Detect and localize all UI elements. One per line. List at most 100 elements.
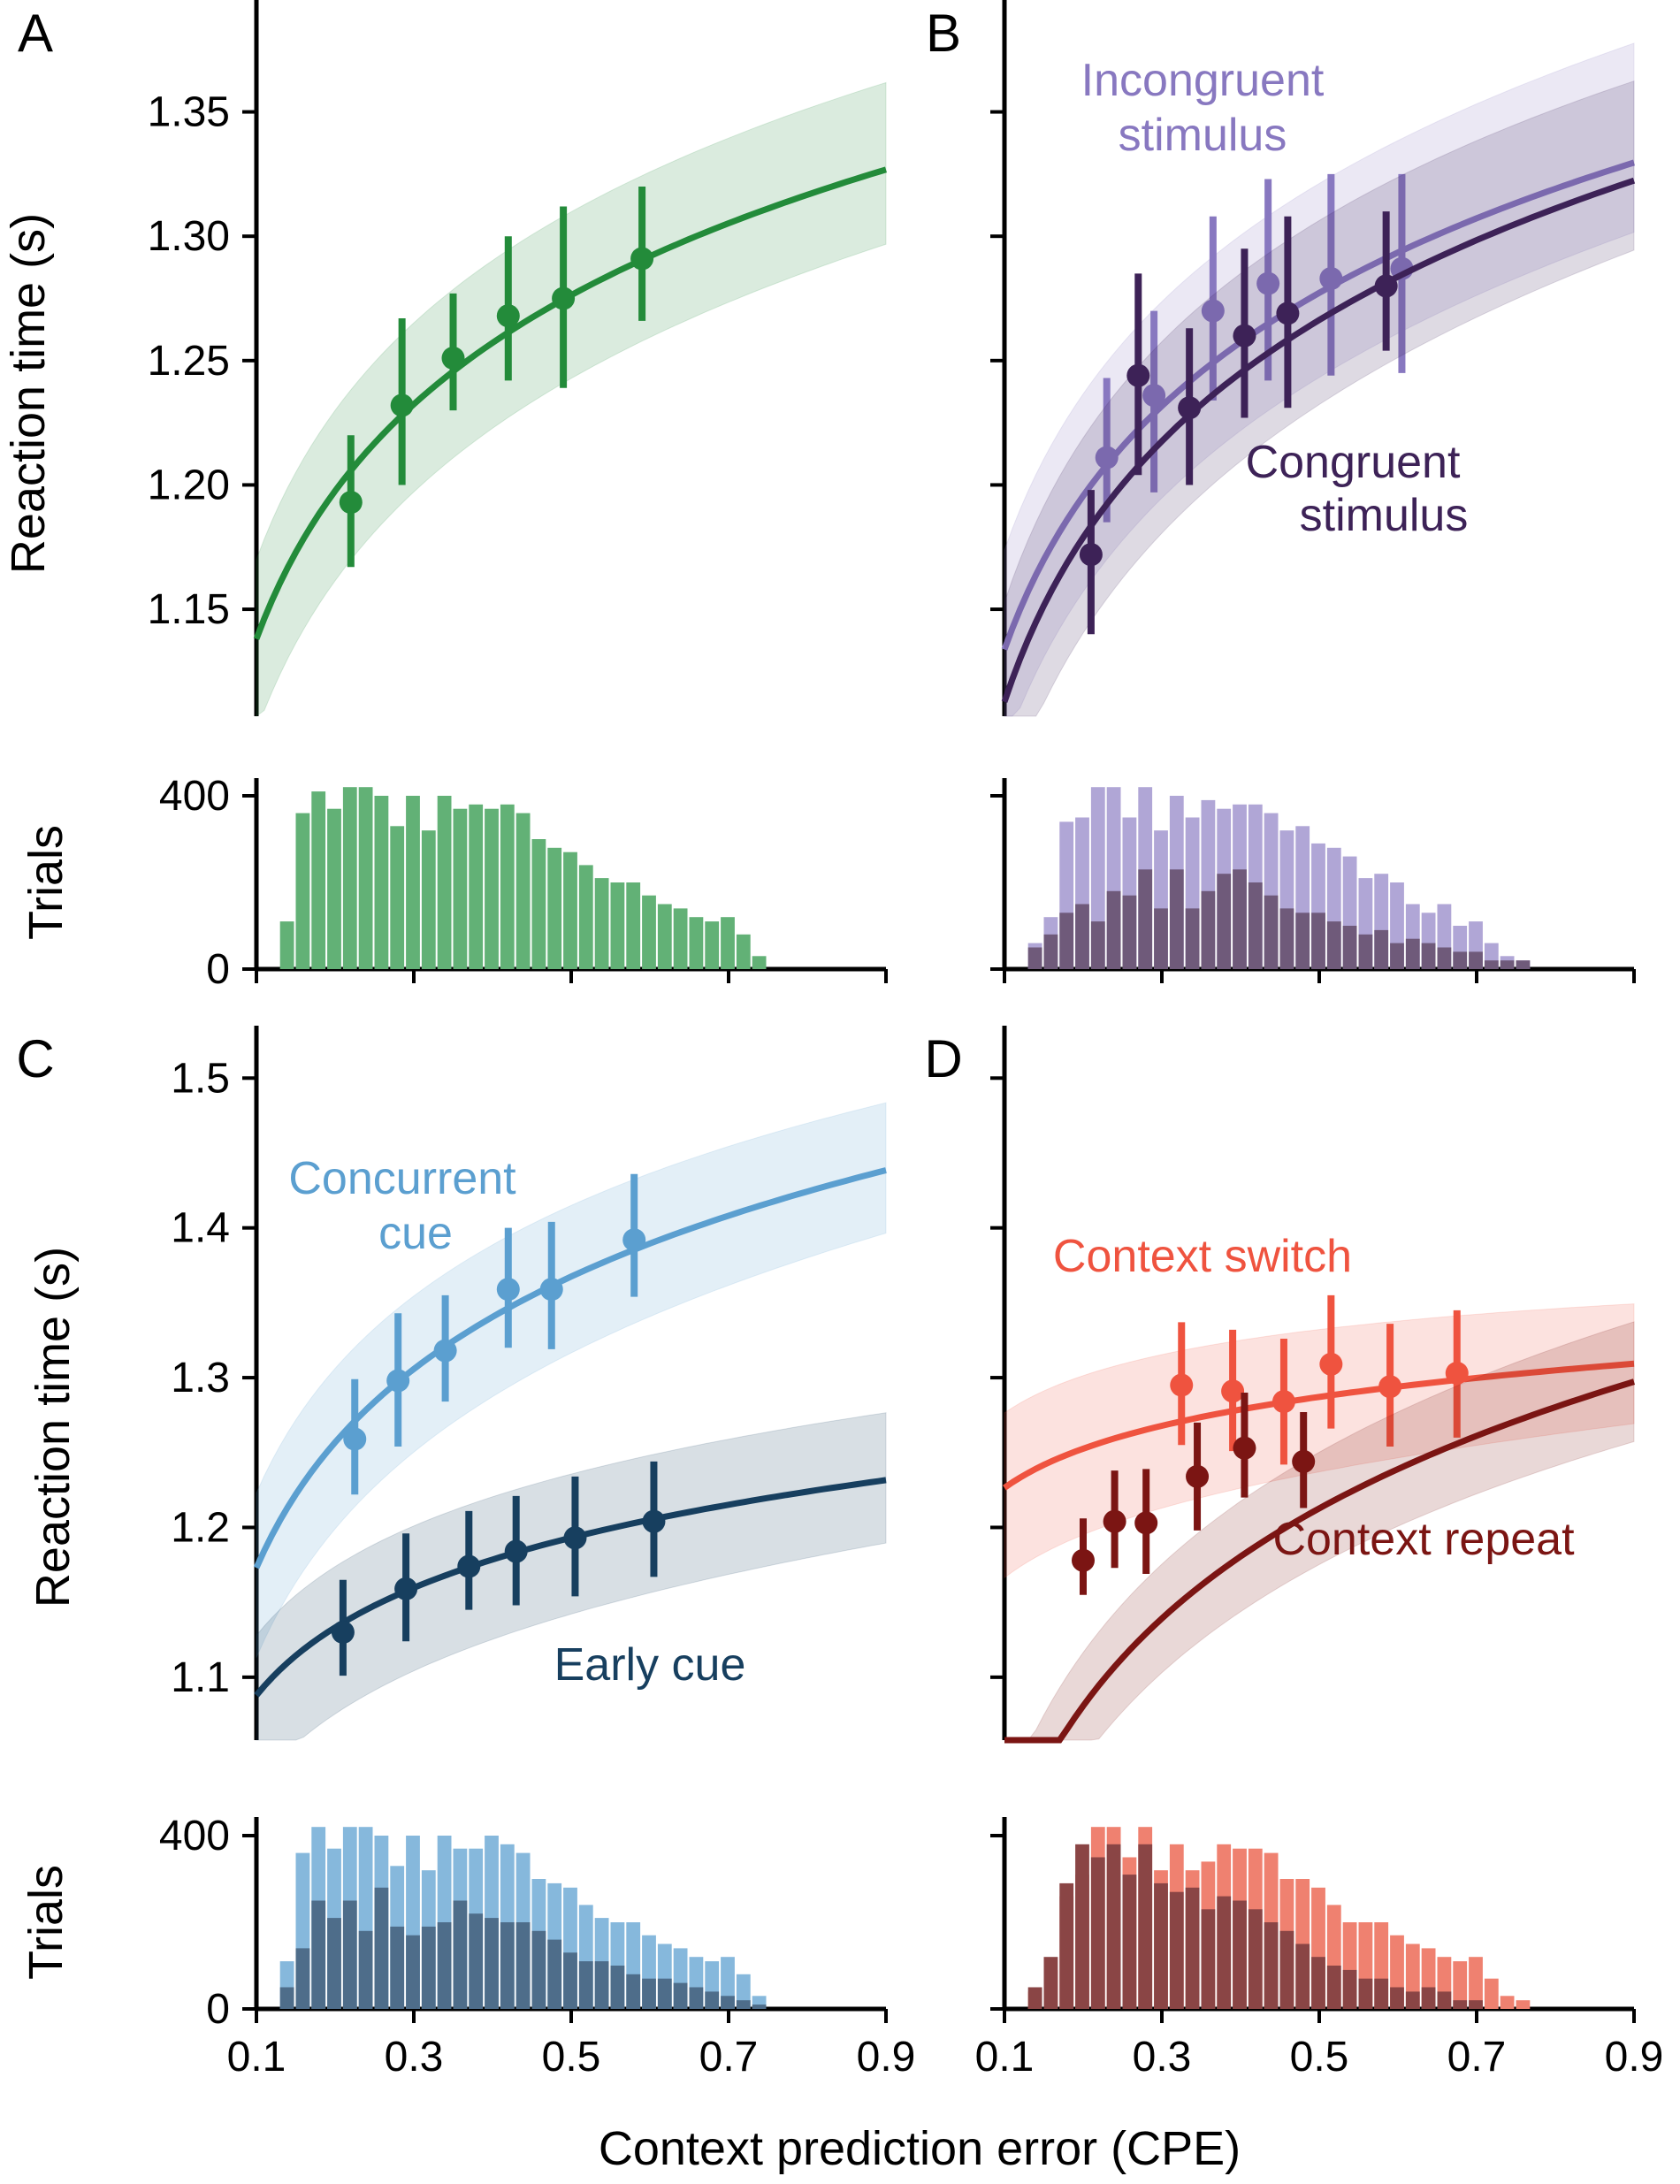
histogram-bar (1516, 2000, 1531, 2009)
histogram-bar (279, 921, 294, 969)
panel-D: D Context switch Context repeat (924, 1026, 1636, 1744)
histogram-bar (1090, 1857, 1105, 2009)
data-point (343, 1427, 367, 1451)
histogram-bar (736, 2000, 751, 2009)
ci-band (1004, 1303, 1635, 1579)
histogram-bar (673, 908, 688, 969)
ci-band (256, 1102, 887, 1658)
histogram-bar (642, 1978, 656, 2009)
histogram-bar (453, 1900, 468, 2009)
data-point (1256, 271, 1280, 295)
histogram-bar (1248, 1909, 1263, 2009)
histogram-bar (1217, 1896, 1232, 2009)
histogram-bar (673, 1982, 688, 2009)
histogram-bar (1295, 1943, 1310, 2009)
histogram-bar (1469, 1957, 1483, 2009)
histogram-bar (1421, 1987, 1436, 2009)
histogram-bar (1106, 890, 1121, 969)
y-axis-label: Reaction time (s) (2, 213, 55, 574)
panel-letter: A (18, 4, 53, 63)
histogram-bar (342, 1900, 357, 2009)
histogram-bar (1500, 1996, 1515, 2009)
data-point (390, 393, 414, 417)
histogram-bar (689, 1987, 704, 2009)
data-point (496, 1278, 520, 1302)
data-point (642, 1509, 666, 1533)
y-tick-label: 1.2 (171, 1504, 230, 1551)
histogram-bar (547, 1939, 562, 2009)
fit-line (1003, 1360, 1635, 1491)
histogram-bar (437, 796, 452, 969)
y-tick-label: 400 (159, 773, 230, 820)
histogram-bar (1185, 1887, 1200, 2009)
histogram-bar (1390, 943, 1404, 969)
histogram-bar (1122, 1875, 1137, 2009)
histogram-bar (1500, 960, 1515, 969)
histogram-bar (358, 787, 373, 969)
data-point (563, 1526, 587, 1550)
histogram-bar (705, 1991, 720, 2009)
histogram-bar (1169, 869, 1184, 969)
histogram-bar (358, 1930, 373, 2009)
data-point (394, 1577, 418, 1600)
histogram-bar (721, 917, 735, 969)
data-point (1233, 324, 1256, 347)
histogram-D: 0.1 0.3 0.5 0.7 0.9 (975, 1817, 1663, 2081)
series-label: Concurrent (288, 1153, 516, 1204)
histogram-bar (594, 1961, 609, 2009)
ci-band (256, 81, 887, 717)
histogram-bar (1390, 1987, 1404, 2009)
histogram-bar (689, 917, 704, 969)
histogram-bar (563, 851, 577, 969)
histogram-bar (1358, 934, 1373, 969)
histogram-bar (390, 826, 405, 969)
histogram-bar (327, 808, 341, 969)
data-point (1378, 1375, 1402, 1399)
fit-line (1004, 1378, 1636, 1744)
histogram-bar (279, 1987, 294, 2009)
histogram-bar (1027, 947, 1042, 969)
histogram-bar (1374, 1978, 1389, 2009)
y-tick-label: 1.4 (171, 1205, 230, 1252)
data-point (1319, 267, 1343, 290)
data-point (1126, 363, 1150, 387)
y-tick-label: 1.1 (171, 1654, 230, 1701)
y-axis-label: Reaction time (s) (27, 1247, 80, 1607)
histogram-bar (531, 1930, 546, 2009)
y-tick-label: 1.25 (148, 338, 230, 385)
y-tick-label: 400 (159, 1813, 230, 1859)
histogram-bar (374, 1887, 389, 2009)
histogram-bar (594, 878, 609, 969)
histogram-bar (1358, 1978, 1373, 2009)
y-tick-label: 1.35 (148, 89, 230, 136)
histogram-bar (1405, 1991, 1420, 2009)
series-label: stimulus (1300, 490, 1469, 541)
series-label: Congruent (1246, 437, 1461, 488)
data-point (1142, 384, 1166, 408)
histogram-bar (374, 796, 389, 969)
histogram-bar (610, 1966, 625, 2009)
histogram-bar (1075, 1844, 1089, 2009)
data-point (504, 1539, 528, 1563)
histogram-bar (311, 791, 326, 969)
data-point (1374, 274, 1398, 298)
histogram-bar (1311, 913, 1325, 969)
histogram-bar (421, 1926, 436, 2009)
histogram-bar (531, 839, 546, 969)
histogram-bar (1248, 882, 1263, 969)
series-label: cue (378, 1208, 453, 1259)
y-tick-label: 1.20 (148, 462, 230, 508)
histogram-bar (295, 813, 310, 969)
histogram-bar (1185, 908, 1200, 969)
data-point (1292, 1449, 1316, 1473)
histogram-bar (1264, 1922, 1279, 2009)
histogram-bar (578, 1961, 593, 2009)
data-point (552, 286, 576, 310)
histogram-bar (421, 830, 436, 969)
histogram-bar (1279, 1930, 1294, 2009)
data-point (331, 1621, 355, 1645)
histogram-bar (1043, 934, 1058, 969)
histogram-bar (1469, 951, 1483, 969)
y-tick-label: 0 (206, 946, 230, 993)
